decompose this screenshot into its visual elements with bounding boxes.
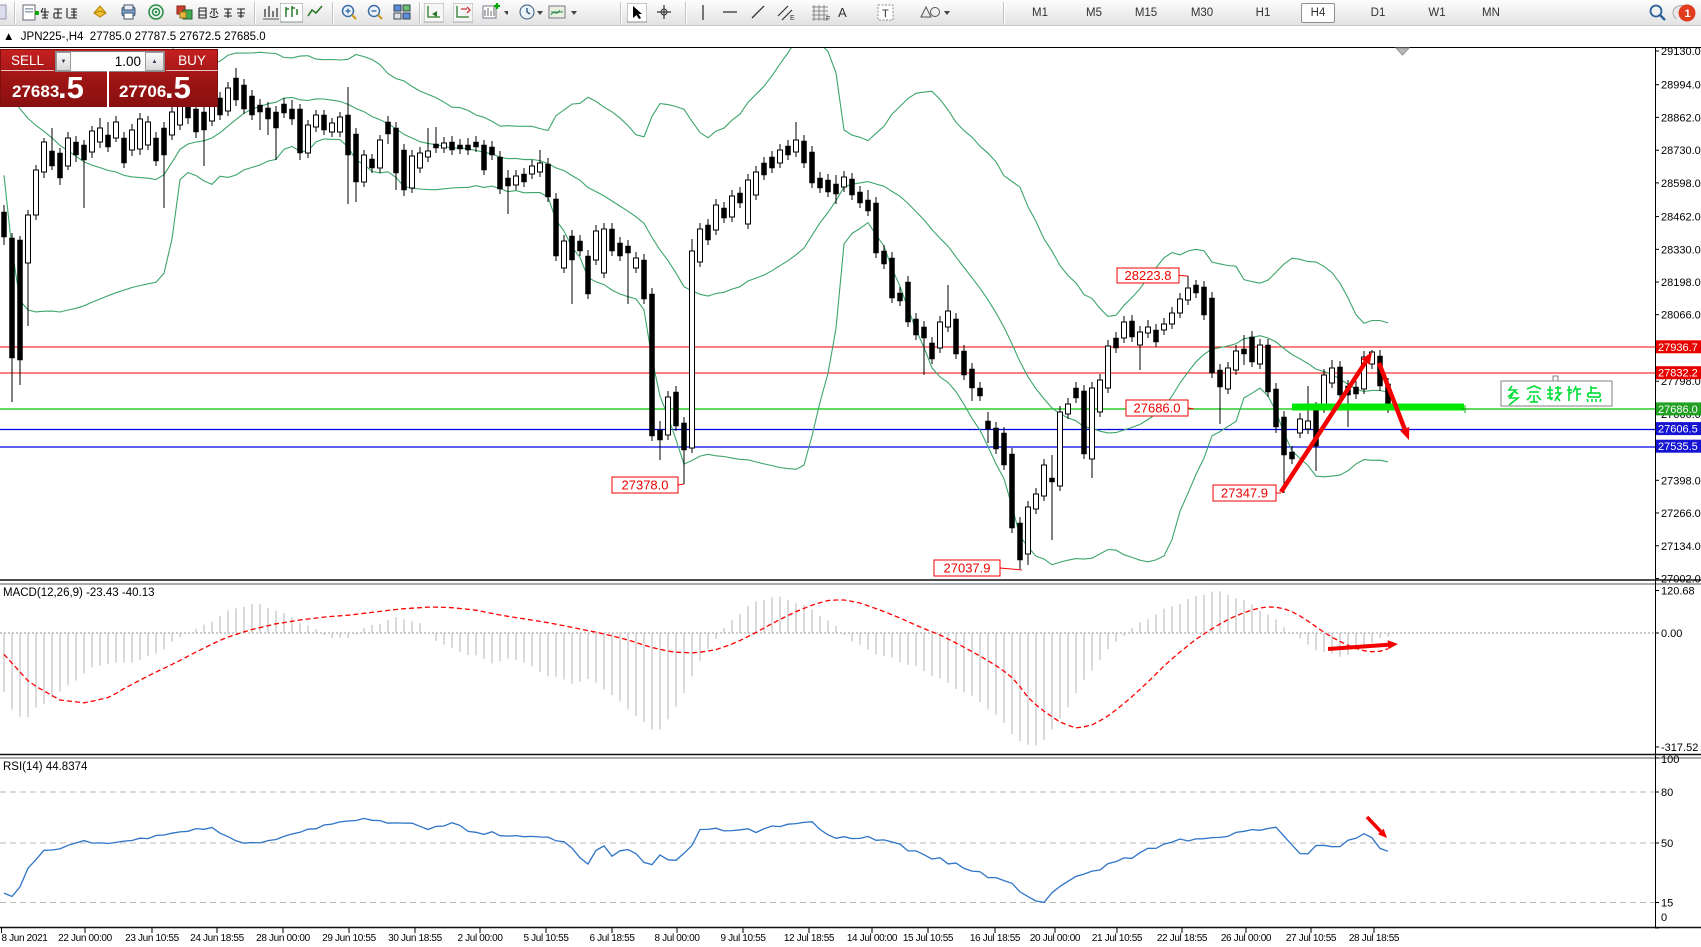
svg-text:0: 0: [1661, 912, 1667, 924]
svg-text:T: T: [882, 8, 889, 20]
svg-text:28598.0: 28598.0: [1661, 178, 1701, 190]
svg-text:16 Jul 18:55: 16 Jul 18:55: [970, 933, 1021, 944]
svg-text:27002.0: 27002.0: [1661, 574, 1701, 586]
svg-text:28223.8: 28223.8: [1125, 268, 1172, 283]
svg-text:28730.0: 28730.0: [1661, 145, 1701, 157]
svg-text:28994.0: 28994.0: [1661, 80, 1701, 92]
svg-text:14 Jul 00:00: 14 Jul 00:00: [847, 933, 898, 944]
svg-text:27535.5: 27535.5: [1658, 441, 1698, 453]
svg-text:22 Jun 00:00: 22 Jun 00:00: [58, 933, 112, 944]
svg-text:1: 1: [1685, 8, 1691, 20]
svg-text:26 Jul 00:00: 26 Jul 00:00: [1221, 933, 1272, 944]
svg-text:27378.0: 27378.0: [622, 478, 669, 493]
svg-text:8 Jun 2021: 8 Jun 2021: [2, 933, 49, 944]
svg-text:27832.2: 27832.2: [1658, 368, 1698, 380]
svg-text:8 Jul 00:00: 8 Jul 00:00: [654, 933, 700, 944]
svg-text:27134.0: 27134.0: [1661, 541, 1701, 553]
svg-text:28862.0: 28862.0: [1661, 112, 1701, 124]
svg-text:2 Jul 00:00: 2 Jul 00:00: [457, 933, 503, 944]
svg-text:28462.0: 28462.0: [1661, 212, 1701, 224]
svg-text:0.00: 0.00: [1661, 628, 1682, 640]
svg-text:23 Jun 10:55: 23 Jun 10:55: [125, 933, 179, 944]
svg-text:27266.0: 27266.0: [1661, 508, 1701, 520]
svg-text:27347.9: 27347.9: [1221, 486, 1268, 501]
svg-text:27398.0: 27398.0: [1661, 475, 1701, 487]
svg-text:120.68: 120.68: [1661, 586, 1695, 598]
svg-text:28 Jun 00:00: 28 Jun 00:00: [256, 933, 310, 944]
svg-text:21 Jul 10:55: 21 Jul 10:55: [1092, 933, 1143, 944]
svg-text:5 Jul 10:55: 5 Jul 10:55: [523, 933, 569, 944]
svg-text:20 Jul 00:00: 20 Jul 00:00: [1030, 933, 1081, 944]
svg-text:12 Jul 18:55: 12 Jul 18:55: [784, 933, 835, 944]
svg-text:27037.9: 27037.9: [944, 561, 991, 576]
svg-text:27606.5: 27606.5: [1658, 424, 1698, 436]
svg-text:29130.0: 29130.0: [1661, 46, 1701, 58]
svg-text:27 Jul 10:55: 27 Jul 10:55: [1286, 933, 1337, 944]
svg-text:28 Jul 18:55: 28 Jul 18:55: [1349, 933, 1400, 944]
svg-text:28330.0: 28330.0: [1661, 244, 1701, 256]
svg-text:15 Jul 10:55: 15 Jul 10:55: [903, 933, 954, 944]
svg-text:28066.0: 28066.0: [1661, 310, 1701, 322]
svg-text:9 Jul 10:55: 9 Jul 10:55: [720, 933, 766, 944]
svg-text:E: E: [790, 15, 795, 22]
svg-text:MACD(12,26,9) -23.43 -40.13: MACD(12,26,9) -23.43 -40.13: [3, 587, 155, 599]
svg-text:F: F: [826, 16, 830, 23]
svg-text:-317.52: -317.52: [1661, 742, 1698, 754]
svg-text:22 Jul 18:55: 22 Jul 18:55: [1157, 933, 1208, 944]
svg-text:29 Jun 10:55: 29 Jun 10:55: [322, 933, 376, 944]
svg-text:30 Jun 18:55: 30 Jun 18:55: [388, 933, 442, 944]
svg-text:50: 50: [1661, 838, 1673, 850]
svg-text:27686.0: 27686.0: [1658, 404, 1698, 416]
svg-text:28198.0: 28198.0: [1661, 277, 1701, 289]
svg-text:6 Jul 18:55: 6 Jul 18:55: [589, 933, 635, 944]
svg-text:27686.0: 27686.0: [1134, 401, 1181, 416]
svg-text:80: 80: [1661, 787, 1673, 799]
svg-text:27936.7: 27936.7: [1658, 342, 1698, 354]
svg-text:RSI(14) 44.8374: RSI(14) 44.8374: [3, 761, 88, 773]
svg-text:24 Jun 18:55: 24 Jun 18:55: [190, 933, 244, 944]
svg-text:100: 100: [1661, 754, 1679, 766]
svg-text:15: 15: [1661, 898, 1673, 910]
